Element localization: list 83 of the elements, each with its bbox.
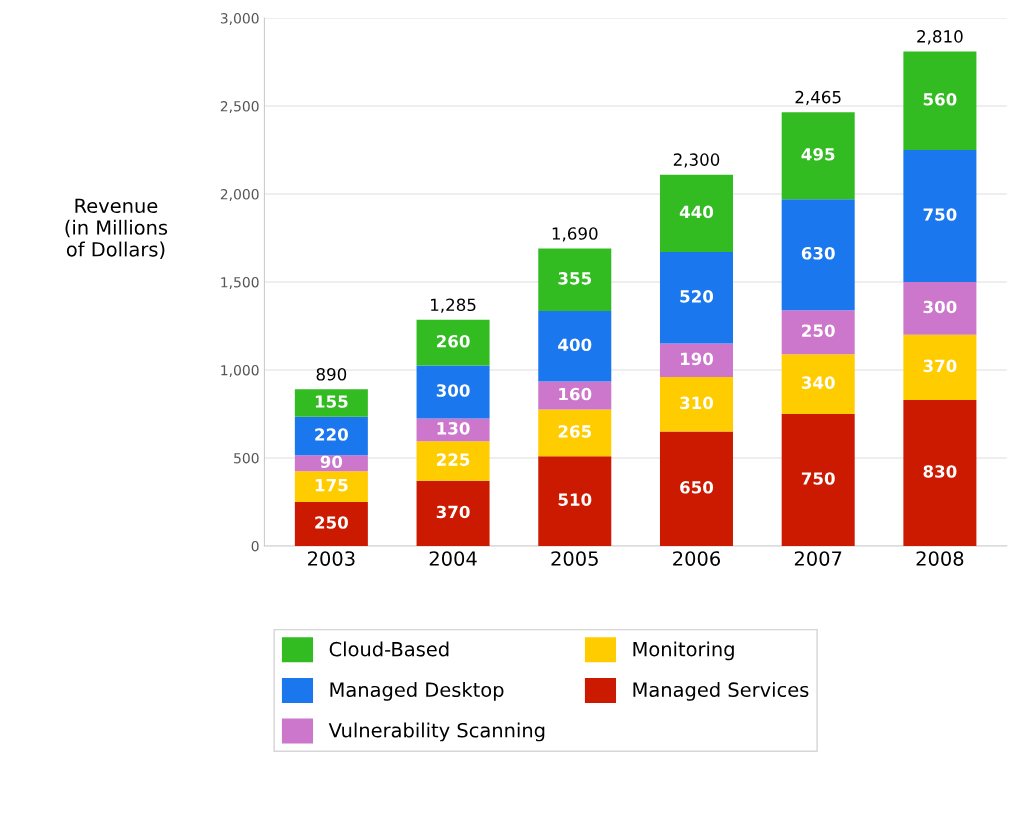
data-label: 370 [436, 505, 470, 519]
bar [781, 354, 855, 414]
bar [416, 480, 490, 546]
bar [781, 112, 855, 200]
data-label: 300 [923, 300, 957, 314]
data-label: 340 [801, 376, 835, 389]
bar [781, 199, 855, 311]
data-label: 160 [559, 387, 592, 401]
data-label: 190 [680, 352, 714, 366]
bar [416, 319, 490, 366]
legend-label: Managed Desktop [330, 682, 504, 701]
bar [538, 381, 612, 410]
y-axis-title: Revenue (in Millions of Dollars) [65, 198, 168, 259]
y-tick-label: 2,000 [220, 189, 259, 201]
bar [903, 334, 977, 400]
legend-label: Monitoring [633, 641, 734, 661]
annotation: 2,810 [917, 30, 963, 45]
bar [903, 282, 977, 335]
y-tick-label: 3,000 [220, 13, 259, 25]
legend-label: Cloud-Based [329, 641, 449, 657]
annotation: 1,285 [431, 298, 476, 313]
data-label: 440 [679, 205, 714, 219]
x-tick-label: 2005 [551, 551, 598, 566]
bar [294, 471, 368, 502]
data-label: 260 [436, 334, 470, 348]
data-label: 495 [801, 148, 835, 161]
bar [659, 174, 733, 253]
bar [416, 441, 490, 481]
bar [781, 413, 855, 546]
x-tick-label: 2007 [794, 551, 842, 566]
annotation: 2,465 [795, 90, 841, 106]
annotation: 1,690 [552, 227, 598, 242]
data-label: 560 [923, 93, 957, 106]
bar [538, 248, 612, 312]
data-label: 175 [315, 479, 348, 492]
data-label: 130 [437, 422, 470, 435]
bar [903, 399, 977, 546]
data-label: 650 [680, 481, 714, 494]
data-label: 220 [315, 428, 348, 441]
data-label: 400 [558, 338, 592, 352]
data-label: 90 [320, 455, 343, 469]
bar [659, 252, 733, 344]
data-label: 355 [558, 272, 591, 285]
bar [659, 431, 733, 546]
bar [416, 365, 490, 419]
bar [781, 310, 855, 355]
data-label: 750 [923, 208, 957, 221]
data-label: 265 [558, 425, 591, 438]
data-label: 830 [923, 465, 957, 478]
y-tick-label: 500 [234, 452, 259, 464]
data-label: 310 [680, 396, 714, 410]
data-label: 250 [315, 516, 348, 529]
legend-label: Vulnerability Scanning [328, 722, 545, 742]
data-label: 750 [801, 472, 835, 485]
data-label: 370 [923, 359, 957, 373]
x-tick-label: 2008 [916, 551, 964, 566]
bar [903, 150, 977, 283]
y-tick-label: 1,500 [221, 276, 259, 289]
y-tick-label: 1,000 [221, 364, 259, 377]
bar [538, 409, 612, 457]
data-label: 250 [802, 324, 835, 337]
data-label: 300 [436, 384, 470, 397]
data-label: 630 [801, 246, 835, 260]
data-label: 510 [558, 493, 592, 506]
bar [294, 501, 368, 546]
data-label: 155 [315, 395, 348, 408]
data-label: 225 [436, 453, 470, 466]
legend-label: Managed Services [633, 682, 809, 701]
bar [294, 389, 368, 417]
x-tick-label: 2004 [429, 551, 477, 566]
bar [659, 377, 733, 432]
bar [294, 416, 368, 456]
bar [538, 311, 612, 382]
y-tick-label: 2,500 [220, 101, 259, 113]
bar [903, 51, 977, 151]
x-tick-label: 2006 [673, 551, 720, 566]
annotation: 890 [316, 367, 347, 381]
annotation: 2,300 [673, 153, 720, 168]
bar [659, 343, 733, 378]
x-tick-label: 2003 [308, 551, 355, 566]
y-tick-label: 0 [251, 540, 259, 552]
data-label: 520 [680, 290, 714, 303]
bar [538, 456, 612, 546]
